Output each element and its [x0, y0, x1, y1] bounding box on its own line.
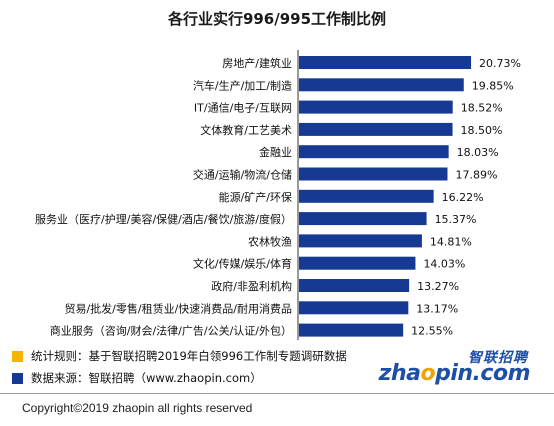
- category-label: 金融业: [259, 145, 292, 159]
- bar: [299, 145, 449, 159]
- copyright-text: Copyright©2019 zhaopin all rights reserv…: [22, 401, 253, 415]
- yellow-square-icon: [12, 350, 23, 362]
- bar: [299, 100, 453, 114]
- data-label: 18.50%: [461, 124, 503, 137]
- footnotes: 统计规则：基于智联招聘2019年白领996工作制专题调研数据 数据来源：智联招聘…: [12, 345, 347, 389]
- source-note: 数据来源：智联招聘（www.zhaopin.com）: [12, 367, 347, 389]
- category-label: 政府/非盈利机构: [211, 279, 292, 293]
- data-label: 17.89%: [455, 169, 497, 182]
- bar: [299, 256, 416, 270]
- category-label: 服务业（医疗/护理/美容/保健/酒店/餐饮/旅游/度假）: [35, 212, 292, 226]
- data-label: 15.37%: [435, 213, 477, 226]
- chart-title: 各行业实行996/995工作制比例: [167, 10, 387, 28]
- logo-en-text: zhaopin.com: [378, 361, 531, 386]
- category-label: 农林牧渔: [248, 234, 292, 248]
- data-label: 18.52%: [461, 102, 503, 115]
- data-label: 20.73%: [479, 57, 521, 70]
- bar: [299, 189, 434, 203]
- data-label: 13.17%: [416, 302, 458, 315]
- category-label: 交通/运输/物流/仓储: [193, 168, 292, 182]
- category-label: 房地产/建筑业: [222, 56, 292, 70]
- blue-square-icon: [12, 372, 23, 384]
- data-label: 12.55%: [411, 325, 453, 338]
- bar: [299, 56, 472, 69]
- category-label: 商业服务（咨询/财会/法律/广告/公关/认证/外包）: [50, 324, 292, 338]
- category-label: 能源/矿产/环保: [219, 190, 292, 204]
- data-label: 13.27%: [417, 280, 459, 293]
- footer-divider: [0, 393, 554, 394]
- category-label: 文化/传媒/娱乐/体育: [193, 257, 292, 271]
- bar-chart: 房地产/建筑业 20.73% 汽车/生产/加工/制造 19.85% IT/通信/电子/互…: [35, 50, 521, 340]
- bar: [299, 279, 410, 292]
- bar: [299, 212, 427, 226]
- bar: [299, 234, 422, 248]
- bar: [299, 167, 448, 181]
- category-label: 汽车/生产/加工/制造: [193, 78, 292, 92]
- bar: [299, 122, 453, 136]
- bar: [299, 78, 464, 92]
- data-label: 14.81%: [430, 235, 472, 248]
- rule-note: 统计规则：基于智联招聘2019年白领996工作制专题调研数据: [12, 345, 347, 367]
- data-label: 18.03%: [457, 146, 499, 159]
- data-label: 16.22%: [442, 191, 484, 204]
- logo-cn-text: 智联招聘: [468, 350, 528, 366]
- rule-note-text: 统计规则：基于智联招聘2019年白领996工作制专题调研数据: [31, 349, 347, 363]
- source-note-text: 数据来源：智联招聘（www.zhaopin.com）: [31, 371, 262, 385]
- category-label: IT/通信/电子/互联网: [194, 102, 292, 115]
- bar: [299, 301, 409, 315]
- zhaopin-logo: 智联招聘 zhaopin.com: [379, 347, 532, 387]
- bar: [299, 323, 404, 337]
- category-label: 文体教育/工艺美术: [200, 123, 292, 137]
- category-label: 贸易/批发/零售/租赁业/快速消费品/耐用消费品: [64, 301, 292, 315]
- data-label: 19.85%: [472, 79, 514, 92]
- data-label: 14.03%: [423, 258, 465, 271]
